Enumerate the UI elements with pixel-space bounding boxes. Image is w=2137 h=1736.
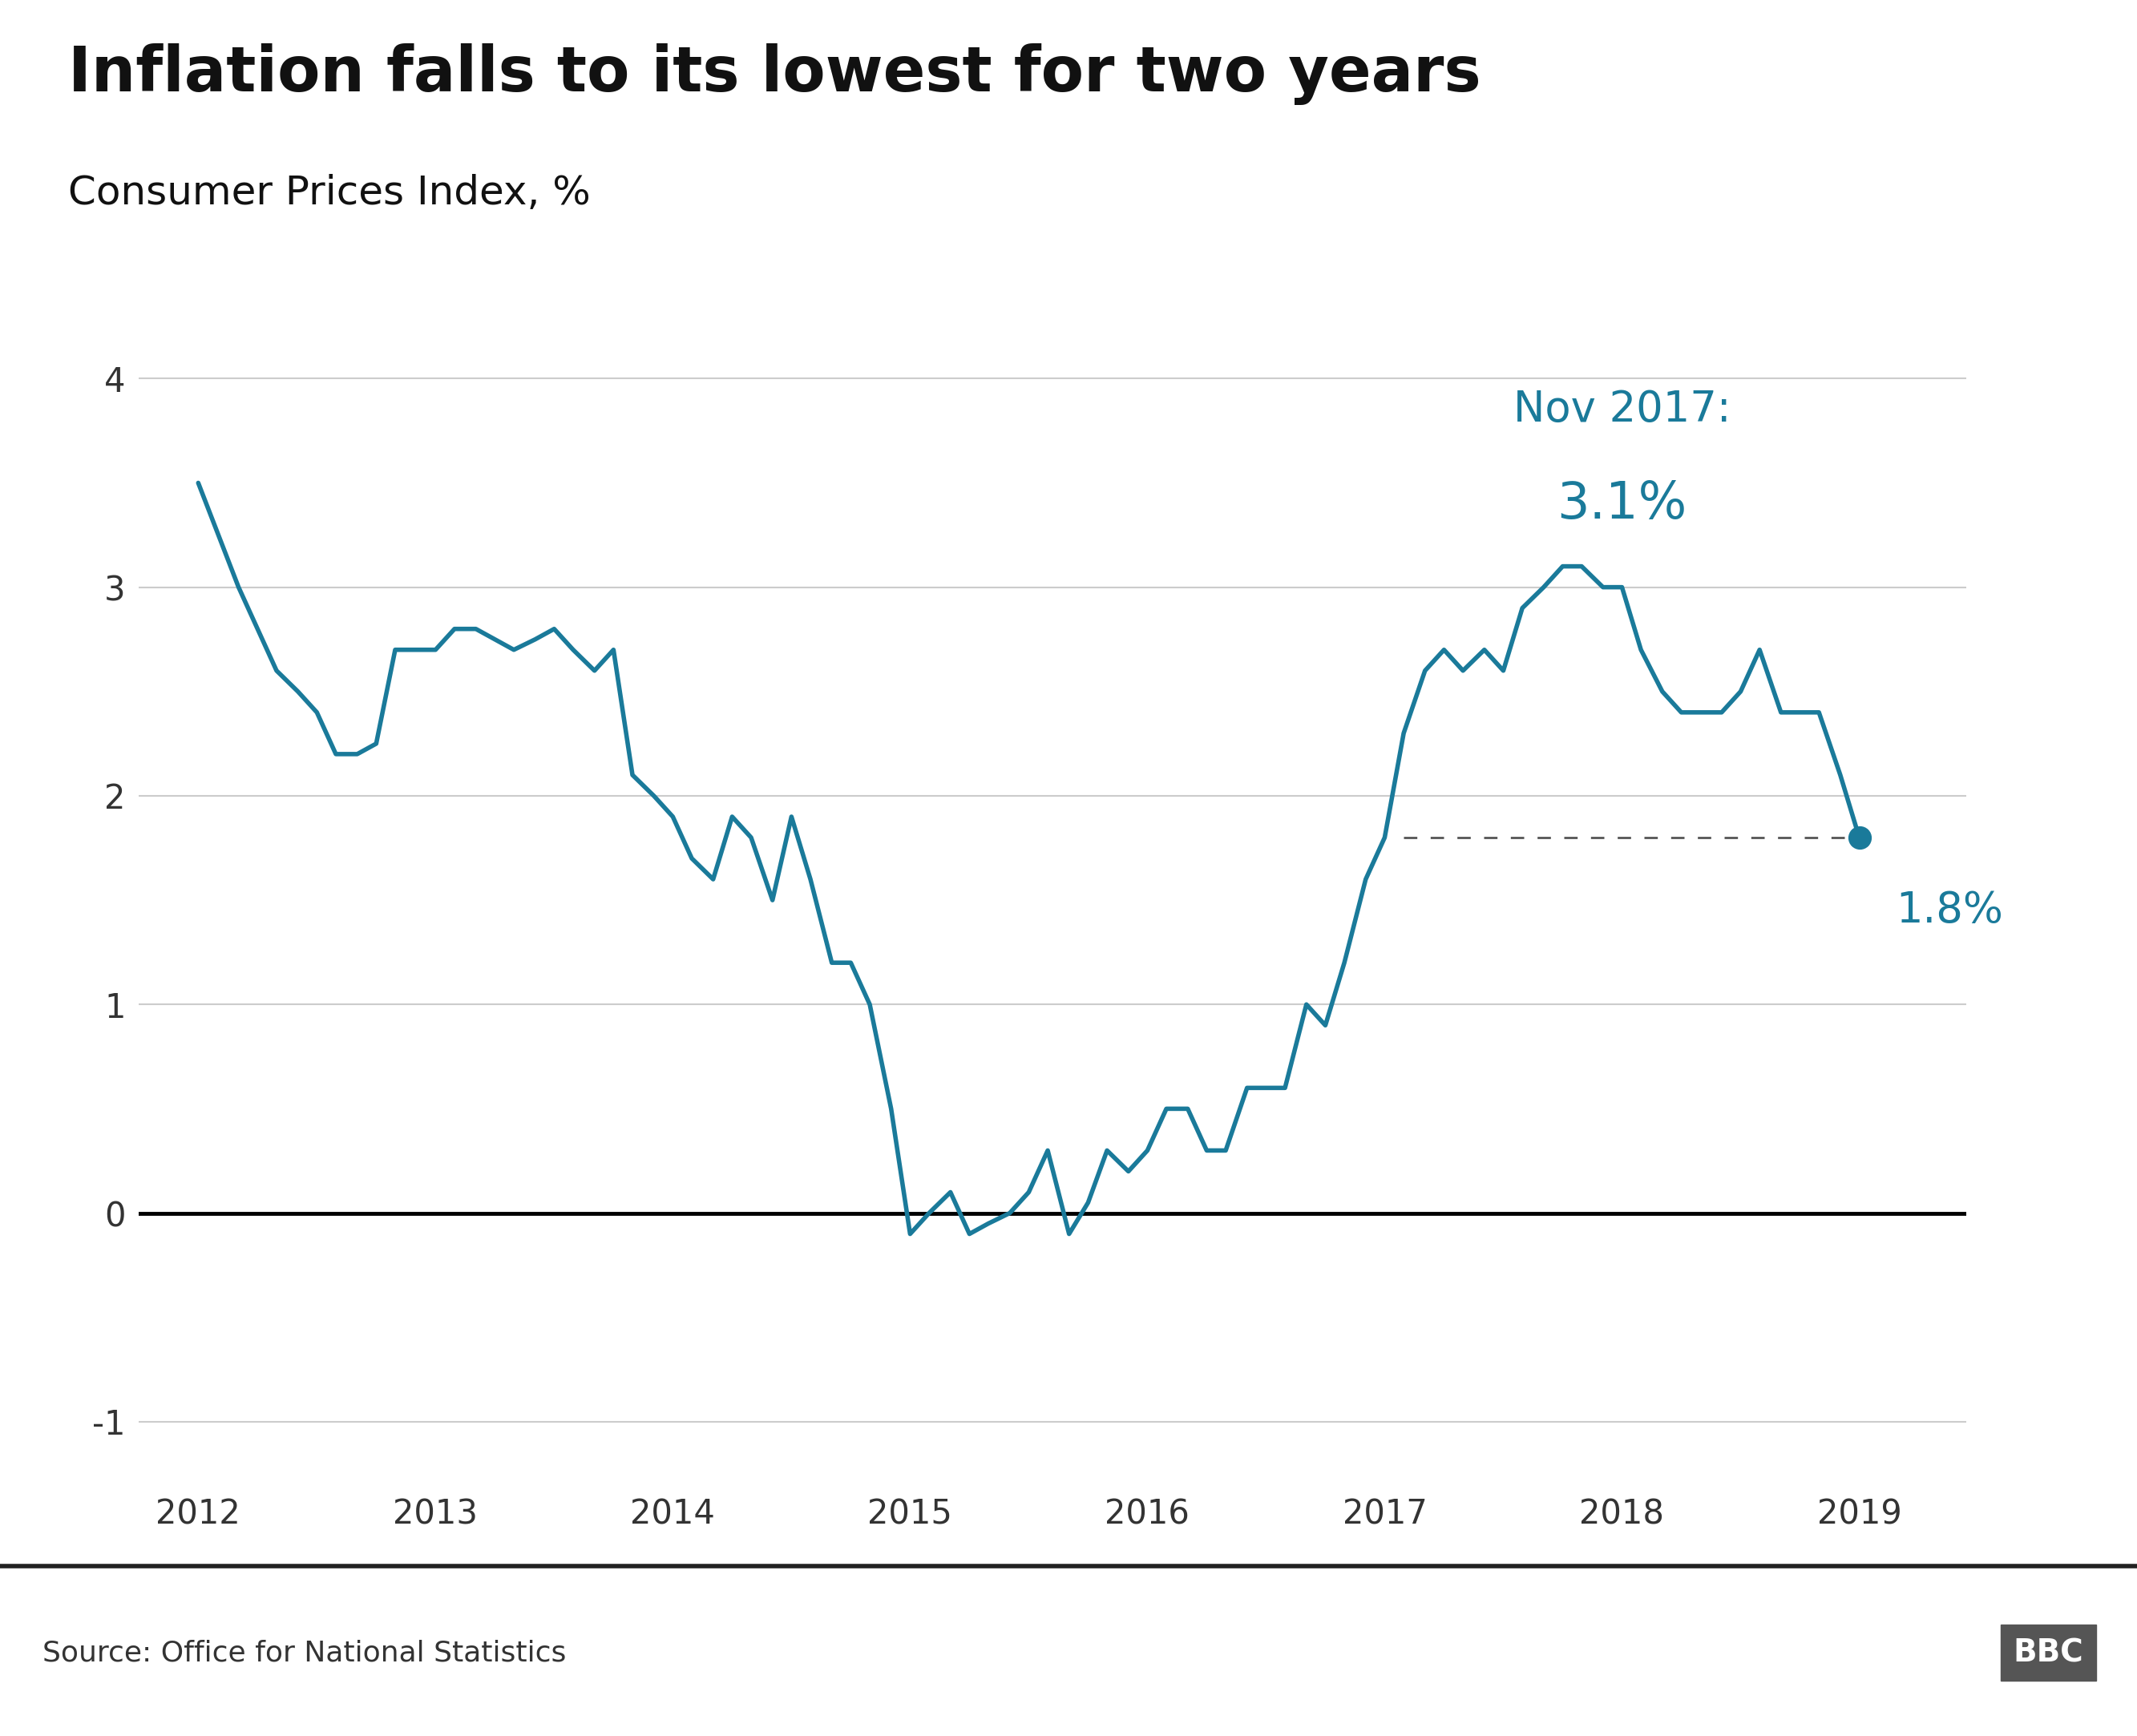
Text: Consumer Prices Index, %: Consumer Prices Index, %: [68, 174, 590, 212]
Text: 3.1%: 3.1%: [1558, 479, 1686, 528]
Text: Source: Office for National Statistics: Source: Office for National Statistics: [43, 1639, 566, 1667]
Text: Inflation falls to its lowest for two years: Inflation falls to its lowest for two ye…: [68, 43, 1481, 106]
Text: 1.8%: 1.8%: [1896, 891, 2002, 932]
Text: Nov 2017:: Nov 2017:: [1513, 389, 1731, 431]
Text: BBC: BBC: [2013, 1637, 2084, 1668]
